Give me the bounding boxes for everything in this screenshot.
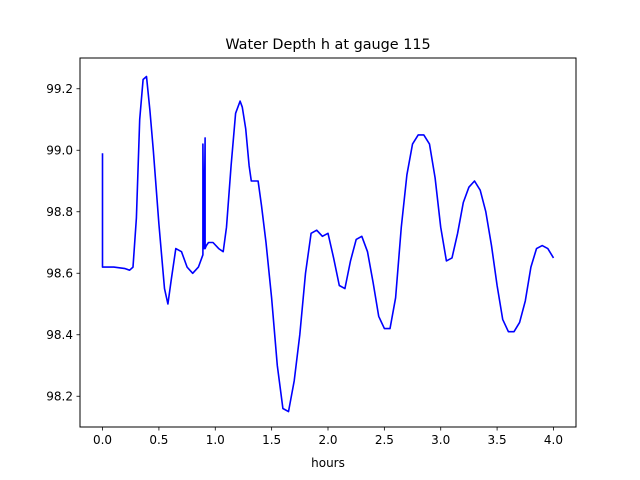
x-tick-label: 3.0 <box>431 433 450 447</box>
y-tick-label: 99.2 <box>46 82 73 96</box>
x-tick-label: 0.0 <box>93 433 112 447</box>
y-tick-label: 99.0 <box>46 144 73 158</box>
chart-title: Water Depth h at gauge 115 <box>225 37 430 53</box>
y-tick-label: 98.8 <box>46 205 73 219</box>
y-tick-label: 98.4 <box>46 328 73 342</box>
y-tick-label: 98.6 <box>46 267 73 281</box>
x-tick-label: 2.5 <box>375 433 394 447</box>
x-tick-label: 2.0 <box>318 433 337 447</box>
x-tick-label: 4.0 <box>544 433 563 447</box>
x-tick-label: 1.5 <box>262 433 281 447</box>
x-tick-label: 0.5 <box>149 433 168 447</box>
x-tick-label: 3.5 <box>488 433 507 447</box>
x-tick-label: 1.0 <box>206 433 225 447</box>
y-axis: 98.2 98.4 98.6 98.8 99.0 99.2 <box>46 82 80 404</box>
series-line-0 <box>101 75 555 413</box>
y-tick-label: 98.2 <box>46 390 73 404</box>
plot-data-layer <box>101 75 555 413</box>
x-axis-label: hours <box>311 456 345 470</box>
x-axis: 0.0 0.5 1.0 1.5 2.0 2.5 3.0 3.5 4.0 <box>93 427 563 447</box>
